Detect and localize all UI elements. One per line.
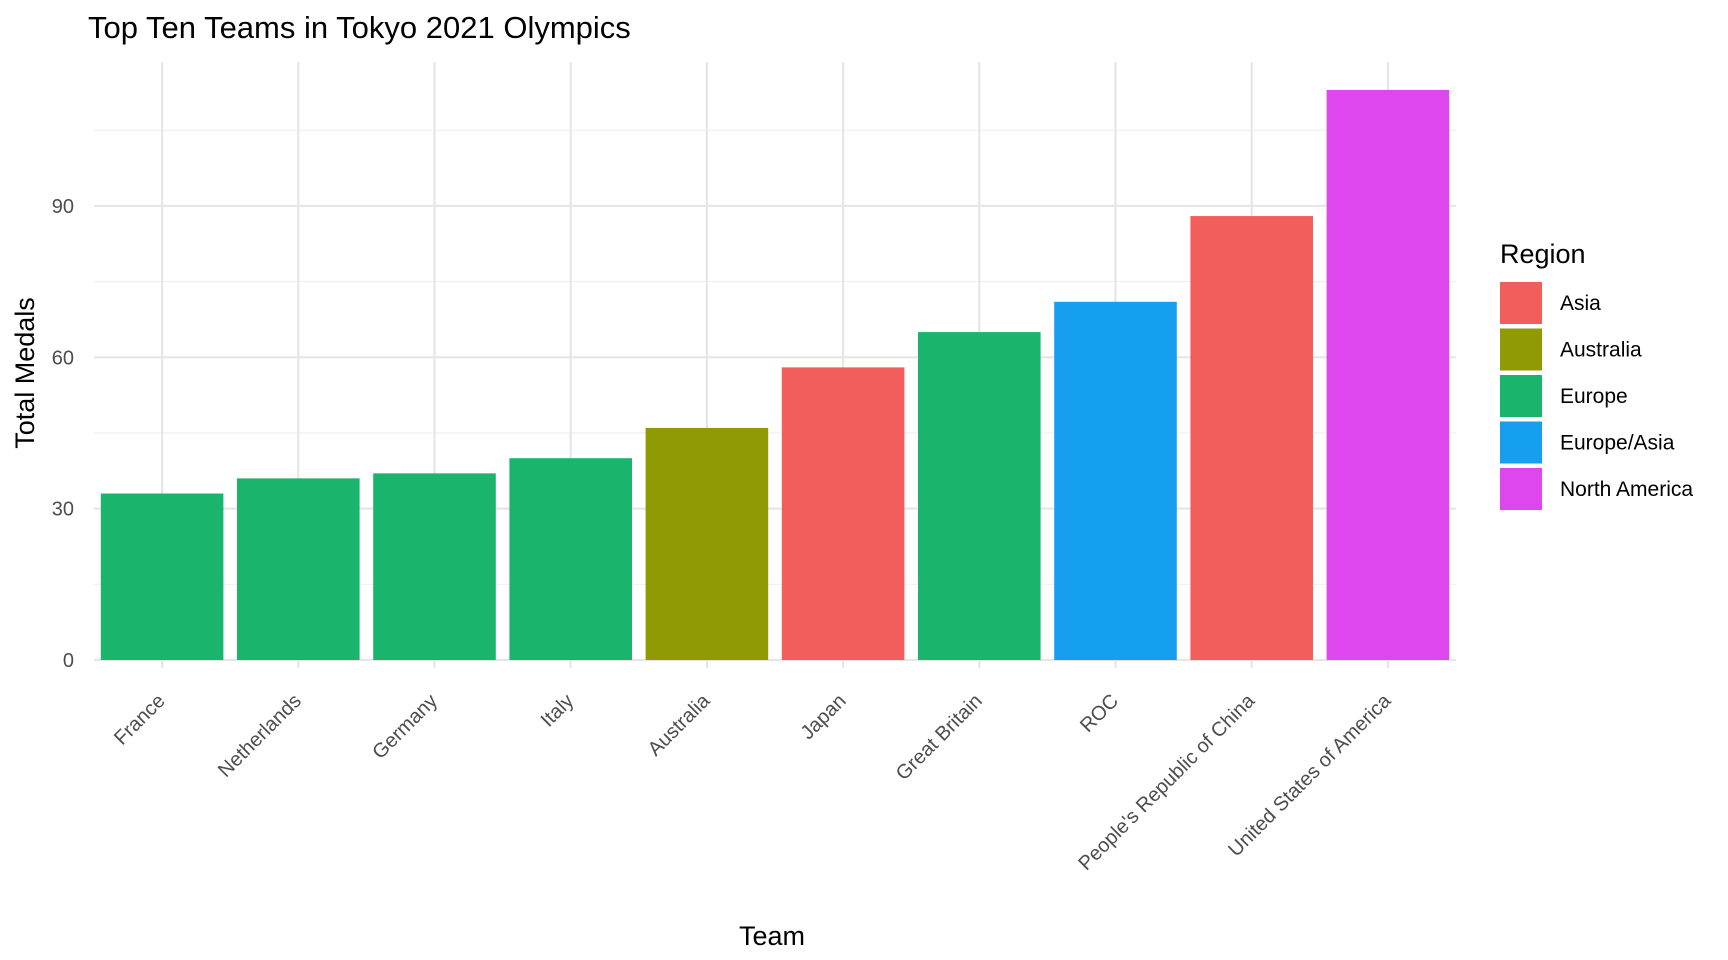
legend-swatch [1500,282,1542,324]
bars [100,89,1450,661]
x-axis-title: Team [739,921,805,951]
y-tick-label: 0 [63,650,74,672]
bar-people-s-republic-of-china [1190,216,1313,661]
bar-roc [1054,301,1177,660]
legend-swatch [1500,328,1542,371]
bar-great-britain [918,332,1041,660]
legend-label: North America [1560,478,1693,501]
bar-germany [373,473,496,660]
legend-label: Australia [1560,339,1642,362]
bar-netherlands [237,478,360,660]
x-axis-ticks: France Netherlands Germany Italy Australia Ja… [110,689,1396,875]
legend-items: Asia Australia Europe Europe/Asia North Amer… [1500,282,1693,510]
legend-swatch [1500,421,1542,464]
bar-japan [781,367,905,660]
chart-title: Top Ten Teams in Tokyo 2021 Olympics [88,10,631,45]
bar-france [100,493,224,660]
bar-italy [509,458,632,660]
legend-label: Europe [1560,385,1628,408]
legend-title: Region [1500,239,1586,269]
legend-label: Asia [1560,292,1601,315]
x-tick-label: Netherlands [214,690,306,782]
x-tick-label: France [110,690,170,750]
y-tick-label: 90 [52,196,74,218]
x-tick-label: Germany [368,690,442,764]
x-tick-label: Australia [644,689,715,760]
legend-swatch [1500,375,1542,417]
legend: Region Asia Australia Europe Europe/Asia Nor… [1500,239,1693,510]
bar-united-states-of-america [1326,89,1450,660]
legend-swatch [1500,468,1542,510]
x-tick-label: United States of America [1224,689,1396,861]
bar-australia [645,427,769,660]
legend-label: Europe/Asia [1560,432,1675,455]
y-tick-label: 60 [52,347,74,369]
y-axis-title: Total Medals [10,297,40,449]
x-tick-label: Japan [797,690,851,744]
y-tick-label: 30 [52,499,74,521]
x-tick-label: Great Britain [892,690,987,785]
y-axis-ticks: 0 30 60 90 [52,196,74,672]
x-tick-label: Italy [537,690,578,731]
x-tick-label: ROC [1076,690,1123,737]
